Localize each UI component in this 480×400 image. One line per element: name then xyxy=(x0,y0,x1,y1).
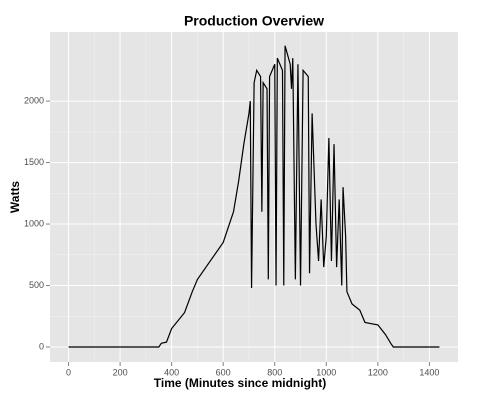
y-tick-label: 2000 xyxy=(24,95,44,105)
x-axis-label: Time (Minutes since midnight) xyxy=(154,376,326,390)
y-tick-label: 1500 xyxy=(24,157,44,167)
x-tick-label: 600 xyxy=(216,367,231,377)
y-tick-label: 0 xyxy=(39,341,44,351)
y-tick-label: 500 xyxy=(29,280,44,290)
y-axis-label: Watts xyxy=(8,181,22,214)
x-tick-label: 200 xyxy=(113,367,128,377)
data-line xyxy=(68,45,440,348)
x-tick-label: 1200 xyxy=(368,367,388,377)
chart-title: Production Overview xyxy=(184,13,324,29)
x-tick-label: 1400 xyxy=(419,367,439,377)
x-tick-label: 400 xyxy=(164,367,179,377)
x-tick-label: 1000 xyxy=(316,367,336,377)
y-tick-label: 1000 xyxy=(24,218,44,228)
x-tick-label: 800 xyxy=(267,367,282,377)
x-tick-label: 0 xyxy=(66,367,71,377)
